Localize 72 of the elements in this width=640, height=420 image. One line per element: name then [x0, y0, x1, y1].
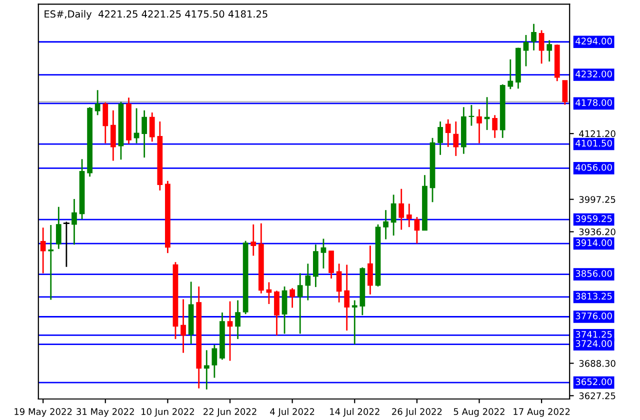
candlestick: [250, 224, 256, 256]
candlestick: [290, 287, 296, 308]
candlestick: [48, 224, 54, 300]
ref-line-label: 4178.00: [576, 99, 612, 106]
candlestick: [492, 114, 498, 139]
ref-line-label: 3914.00: [576, 239, 612, 246]
x-tick-label: 5 Aug 2022: [454, 408, 504, 417]
ref-line-label: 3813.25: [576, 292, 612, 300]
x-tick-label: 31 May 2022: [76, 408, 134, 417]
candlestick: [508, 58, 514, 90]
candlestick: [149, 112, 155, 142]
x-tick-label: 22 Jun 2022: [204, 408, 256, 417]
candlestick: [227, 300, 233, 362]
candlestick: [180, 298, 186, 354]
x-tick-label: 4 Jul 2022: [270, 408, 314, 417]
candlestick: [235, 300, 240, 340]
ref-line-label: 3959.25: [576, 215, 612, 222]
candlestick: [453, 120, 459, 157]
candlestick: [72, 198, 77, 246]
x-tick-label: 10 Jun 2022: [142, 408, 194, 417]
x-tick-label: 14 Jul 2022: [330, 408, 380, 417]
candlestick: [383, 209, 388, 240]
candlestick: [344, 264, 350, 332]
candlestick: [398, 188, 404, 230]
candlestick: [328, 250, 334, 280]
candlestick: [546, 40, 552, 62]
candlestick: [438, 120, 443, 156]
candlestick: [336, 262, 342, 304]
y-tick-label: 3688.30: [579, 360, 616, 367]
candlestick: [297, 272, 303, 334]
ref-line-label: 3652.00: [576, 378, 612, 386]
candlestick: [274, 290, 280, 336]
ref-line-label: 3776.00: [576, 312, 612, 320]
candlestick: [352, 300, 358, 346]
y-tick-label: 3936.20: [579, 228, 616, 236]
x-tick-label: 17 Aug 2022: [514, 408, 570, 417]
candlestick: [305, 262, 311, 301]
candlestick: [282, 286, 288, 334]
candlestick: [320, 238, 326, 270]
y-tick-label: 4121.20: [579, 130, 616, 138]
candlestick: [531, 23, 536, 52]
candlestick: [523, 34, 529, 67]
ref-line-label: 3724.00: [576, 340, 612, 347]
ref-line-label: 4101.50: [576, 140, 612, 147]
candlestick: [212, 344, 218, 378]
candlestick: [476, 108, 482, 144]
candlestick: [110, 110, 116, 162]
candlestick: [368, 244, 373, 296]
ref-line-label: 4232.00: [576, 70, 612, 78]
candlestick: [562, 80, 568, 106]
candlestick: [134, 108, 140, 144]
candlestick: [102, 102, 108, 144]
candlestick: [445, 118, 451, 148]
candlestick: [406, 203, 412, 228]
candlestick: [538, 30, 544, 64]
candlestick: [414, 216, 420, 244]
candlestick: [40, 226, 46, 274]
candlestick: [142, 110, 148, 158]
ref-line-label: 4294.00: [576, 38, 612, 44]
candlestick: [56, 206, 62, 250]
candlestick: [204, 349, 210, 390]
candlestick: [63, 221, 70, 268]
candlestick: [94, 89, 100, 116]
text: ES#,Daily 4221.25 4221.25 4175.50 4181.25: [44, 10, 268, 20]
y-tick-label: 3627.25: [579, 392, 616, 400]
ref-line-label: 3741.25: [576, 330, 612, 338]
x-tick-label: 26 Jul 2022: [392, 408, 442, 417]
x-tick-label: 19 May 2022: [14, 408, 72, 417]
ref-line-label: 4056.00: [576, 164, 612, 171]
ref-line-label: 3856.00: [576, 270, 612, 277]
y-tick-label: 3997.25: [579, 196, 616, 203]
candlestick: [390, 194, 396, 236]
